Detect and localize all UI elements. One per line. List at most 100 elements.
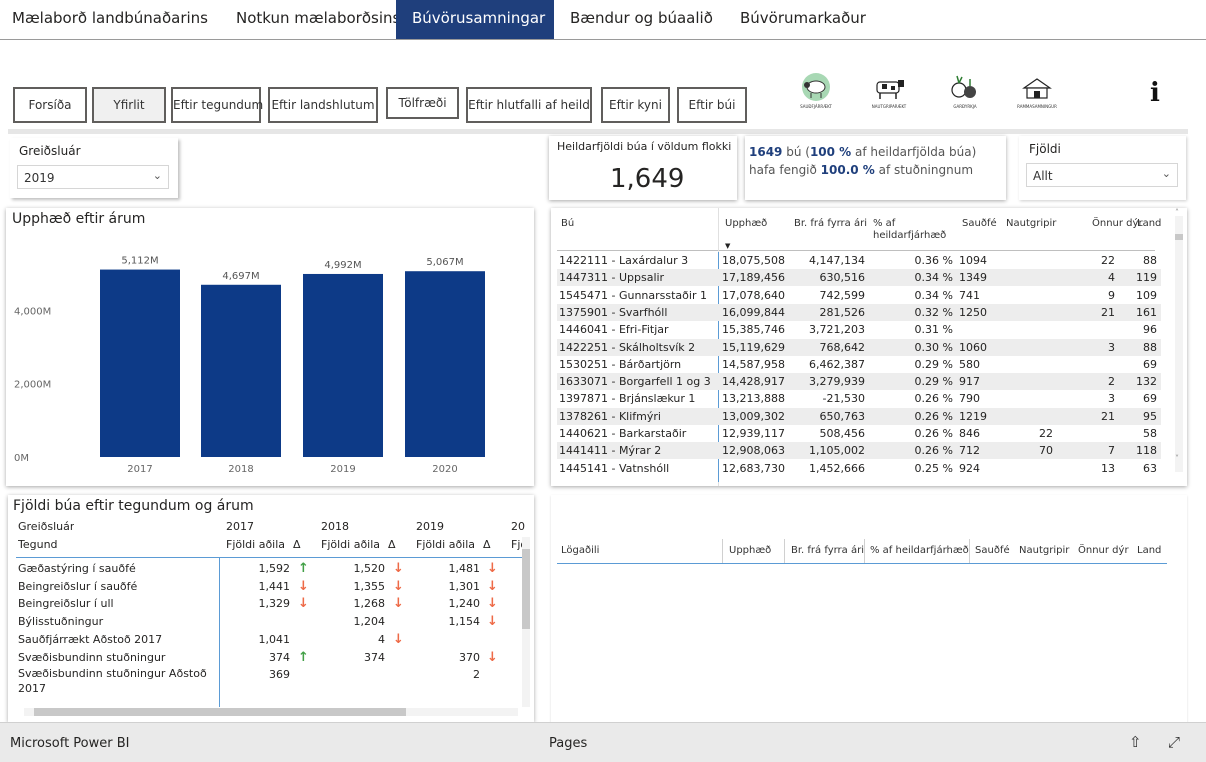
nav-button-5[interactable]: Eftir hlutfalli af heild: [466, 87, 592, 123]
table-row[interactable]: 1397871 - Brjánslækur 1 13,213,888 -21,530…: [557, 390, 1161, 407]
arrow-up-icon: ↑: [298, 561, 309, 576]
scrollbar-thumb[interactable]: [522, 549, 530, 629]
column-header[interactable]: Br. frá fyrra ári: [794, 218, 867, 229]
column-header: Greiðsluár: [18, 520, 75, 533]
tab-1[interactable]: Notkun mælaborðsins: [236, 9, 401, 27]
chevron-up-icon[interactable]: ˄: [1175, 208, 1179, 217]
table-cell: 7: [1108, 444, 1115, 458]
nav-button-2[interactable]: Eftir tegundum: [171, 87, 263, 123]
nav-button-0[interactable]: Forsíða: [13, 87, 87, 123]
year-header: 20: [511, 520, 525, 533]
framework-logo[interactable]: RAMMASAMNINGUR: [1012, 72, 1062, 109]
nav-button-1[interactable]: Yfirlit: [92, 87, 166, 123]
column-header[interactable]: % af heildarfjárhæð: [873, 218, 947, 241]
arrow-down-icon: ↓: [393, 596, 404, 612]
count-dropdown[interactable]: Allt ⌄: [1026, 163, 1178, 187]
table-cell: 6,462,387: [809, 357, 865, 371]
tab-0[interactable]: Mælaborð landbúnaðarins: [12, 9, 208, 27]
farm-table-scrollbar[interactable]: ˄ ˅: [1175, 208, 1183, 472]
type-table-title: Fjöldi búa eftir tegundum og árum: [13, 498, 254, 514]
share-icon[interactable]: ⇧: [1129, 733, 1142, 751]
legal-entity-table-card: Lögaðili Upphæð Br. frá fyrra ári % af heil…: [551, 495, 1187, 723]
pages-button[interactable]: Pages: [549, 736, 588, 751]
nav-button-4[interactable]: Tölfræði: [386, 87, 459, 119]
table-row[interactable]: 1530251 - Bárðartjörn 14,587,958 6,462,387…: [557, 356, 1161, 373]
table-row[interactable]: 1375901 - Svarfhóll 16,099,844 281,526 0.32…: [557, 303, 1161, 321]
table-row[interactable]: 1378261 - Klifmýri 13,009,302 650,763 0.26 …: [557, 407, 1161, 425]
column-header[interactable]: Upphæð: [729, 545, 772, 556]
table-row[interactable]: 1633071 - Borgarfell 1 og 3 14,428,917 3,2…: [557, 373, 1161, 391]
column-header[interactable]: Nautgripir: [1019, 545, 1070, 556]
tab-3[interactable]: Bændur og búaalið: [570, 9, 713, 27]
column-header[interactable]: Land: [1137, 218, 1162, 229]
sheep-logo[interactable]: SAUÐFJÁRRÆKT: [795, 72, 837, 109]
count-cell: 370: [459, 650, 480, 664]
column-header[interactable]: Upphæð: [725, 218, 768, 229]
table-cell: 15,385,746: [722, 323, 785, 337]
table-row[interactable]: Beingreiðslur í ull 1,329 ↓ 1,268 ↓ 1,240 ↓: [16, 595, 522, 612]
column-header[interactable]: Land: [1137, 545, 1162, 556]
table-row[interactable]: 1446041 - Efri-Fitjar 15,385,746 3,721,203…: [557, 321, 1161, 338]
column-header: Δ: [388, 538, 396, 551]
scrollbar-thumb[interactable]: [1175, 234, 1183, 240]
table-row[interactable]: Beingreiðslur í sauðfé 1,441 ↓ 1,355 ↓ 1,301 ↓: [16, 578, 522, 595]
column-header[interactable]: Lögaðili: [561, 545, 600, 556]
count-cell: 1,329: [258, 597, 291, 611]
table-row[interactable]: 1441411 - Mýrar 2 12,908,063 1,105,002 0.26…: [557, 442, 1161, 460]
table-row[interactable]: Svæðisbundinn stuðningur 374 ↑ 374 370 ↓: [16, 649, 522, 666]
table-row[interactable]: 1545471 - Gunnarsstaðir 1 17,078,640 742,5…: [557, 287, 1161, 304]
table-cell: 0.30 %: [914, 340, 953, 354]
table-row[interactable]: Svæðisbundinn stuðningur Aðstoð 2017 369 2: [16, 666, 522, 696]
table-row[interactable]: Sauðfjárrækt Aðstoð 2017 1,041 4 ↓: [16, 631, 522, 648]
column-header[interactable]: Bú: [561, 218, 575, 229]
table-row[interactable]: 1445141 - Vatnshóll 12,683,730 1,452,666 0.…: [557, 460, 1161, 477]
chevron-down-icon[interactable]: ˅: [1175, 454, 1179, 463]
column-header: Δ: [293, 538, 301, 551]
year-dropdown[interactable]: 2019 ⌄: [17, 165, 169, 189]
bar-2017[interactable]: [100, 269, 180, 457]
tab-2[interactable]: Búvörusamningar: [396, 0, 554, 39]
column-header[interactable]: Önnur dýr: [1078, 545, 1129, 556]
column-header[interactable]: Sauðfé: [975, 545, 1010, 556]
fullscreen-icon[interactable]: ⤢: [1168, 733, 1181, 751]
bar-2020[interactable]: [405, 271, 485, 457]
column-header[interactable]: Nautgripir: [1006, 218, 1057, 229]
table-row[interactable]: 1440621 - Barkarstaðir 12,939,117 508,456 0…: [557, 425, 1161, 442]
table-cell: 0.25 %: [914, 461, 953, 475]
info-icon[interactable]: i: [1150, 78, 1160, 108]
count-cell: 374: [364, 650, 385, 664]
table-cell: 63: [1143, 461, 1157, 475]
table-cell: 1219: [959, 409, 987, 423]
table-row[interactable]: 1447311 - Uppsalir 17,189,456 630,516 0.34 …: [557, 269, 1161, 287]
table-cell: 22: [1101, 254, 1115, 267]
powerbi-brand[interactable]: Microsoft Power BI: [10, 736, 130, 751]
type-table-scrollbar[interactable]: [522, 537, 530, 707]
kpi-title: Heildarfjöldi búa í völdum flokki: [557, 140, 732, 153]
horticulture-logo[interactable]: GARÐYRKJA: [945, 72, 985, 109]
bar-2019[interactable]: [303, 273, 383, 457]
column-header[interactable]: Sauðfé: [962, 218, 997, 229]
column-header[interactable]: Br. frá fyrra ári: [791, 545, 864, 556]
arrow-down-icon: ↓: [298, 578, 309, 594]
column-header[interactable]: Önnur dýr: [1092, 218, 1143, 229]
y-tick-label: 0M: [14, 453, 29, 464]
bar-2018[interactable]: [201, 284, 281, 457]
type-table-hscrollbar[interactable]: [24, 708, 518, 716]
table-row[interactable]: Býlisstuðningur 1,204 1,154 ↓: [16, 613, 522, 630]
table-row[interactable]: 1422251 - Skálholtsvík 2 15,119,629 768,64…: [557, 338, 1161, 356]
column-header[interactable]: % af heildarfjárhæð: [870, 545, 969, 556]
table-cell: 0.29 %: [914, 375, 953, 389]
nav-button-3[interactable]: Eftir landshlutum: [268, 87, 378, 123]
bar-chart-card: Upphæð eftir árum 0M 2,000M 4,000M 5,112M 20…: [6, 208, 534, 486]
cattle-logo[interactable]: NAUTGRIPARÆKT: [866, 72, 912, 109]
tab-4[interactable]: Búvörumarkaður: [740, 9, 866, 27]
table-row[interactable]: 1422111 - Laxárdalur 3 18,075,508 4,147,13…: [557, 252, 1161, 269]
table-cell: 4: [1108, 271, 1115, 285]
nav-button-6[interactable]: Eftir kyni: [601, 87, 670, 123]
table-cell: 13,009,302: [722, 409, 785, 423]
scrollbar-thumb[interactable]: [34, 708, 406, 716]
column-divider: [864, 539, 865, 563]
table-cell: 0.31 %: [914, 323, 953, 337]
nav-button-7[interactable]: Eftir búi: [677, 87, 747, 123]
table-row[interactable]: Gæðastýring í sauðfé 1,592 ↑ 1,520 ↓ 1,481 ↓: [16, 560, 522, 577]
